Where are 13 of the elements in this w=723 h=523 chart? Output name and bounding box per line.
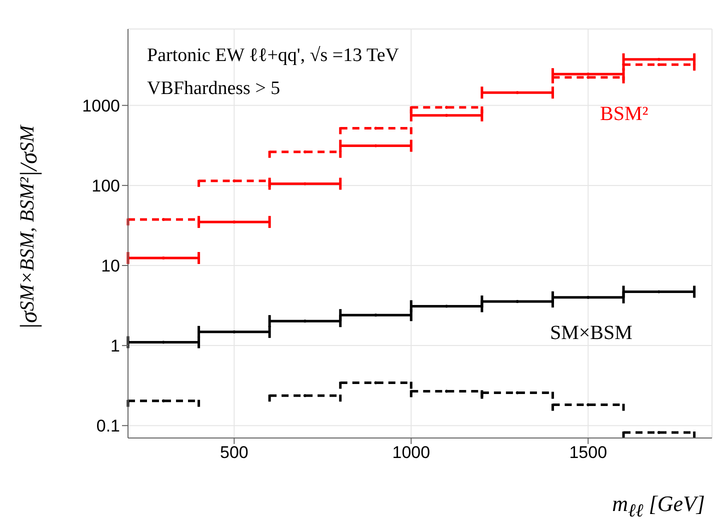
x-axis-title: m$_{ℓℓ}$ [GeV] <box>612 490 705 521</box>
x-tick-label: 1000 <box>392 443 430 462</box>
annotation: Partonic EW ℓℓ+qq', √s =13 TeV <box>147 45 399 66</box>
annotation: VBFhardness > 5 <box>147 78 280 99</box>
annotation: SM×BSM <box>550 322 632 344</box>
x-tick-label: 500 <box>220 443 248 462</box>
annotation: BSM² <box>600 103 648 125</box>
y-tick-label: 0.1 <box>96 416 120 436</box>
y-tick-label: 1 <box>110 336 120 356</box>
y-tick-label: 100 <box>92 176 120 196</box>
y-tick-label: 1000 <box>82 96 120 116</box>
x-tick-label: 1500 <box>569 443 608 462</box>
y-tick-label: 10 <box>101 256 120 276</box>
